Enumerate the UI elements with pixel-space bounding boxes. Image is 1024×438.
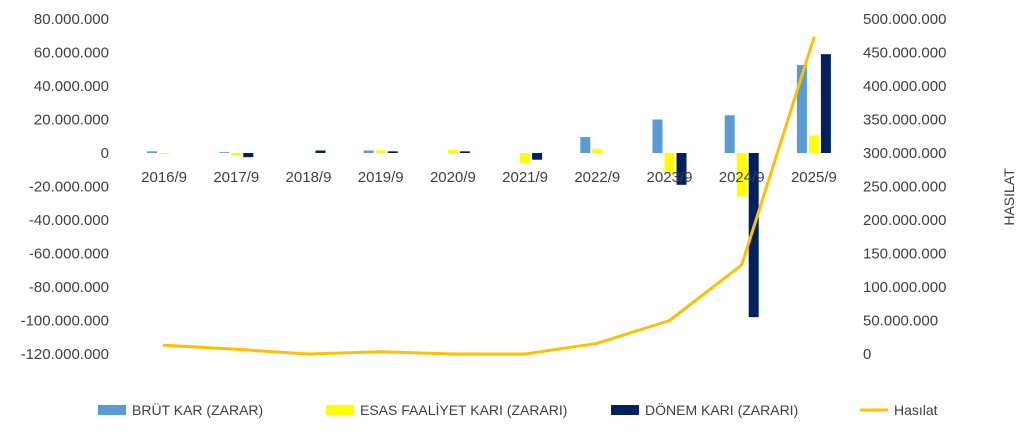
bar: [820, 54, 831, 153]
bar: [147, 151, 158, 153]
bar: [724, 115, 735, 153]
right-tick-label: 350.000.000: [863, 112, 946, 129]
right-tick-label: 400.000.000: [863, 78, 946, 95]
category-label: 2022/9: [574, 169, 620, 186]
legend-swatch: [611, 405, 639, 415]
category-label: 2016/9: [141, 169, 187, 186]
left-tick-label: 0: [101, 145, 109, 162]
bar: [363, 150, 374, 153]
legend-label: DÖNEM KARI (ZARARI): [645, 401, 798, 418]
category-label: 2017/9: [213, 169, 259, 186]
bar: [315, 150, 326, 153]
bar: [459, 151, 470, 153]
right-tick-label: 50.000.000: [863, 313, 938, 330]
bar: [243, 153, 254, 158]
line-layer: [162, 36, 816, 356]
bar: [447, 149, 458, 153]
bar: [231, 153, 242, 156]
left-tick-label: 80.000.000: [34, 11, 109, 28]
bar: [159, 153, 170, 155]
legend-label: ESAS FAALİYET KARI (ZARARI): [360, 401, 567, 418]
left-tick-label: -20.000.000: [29, 179, 109, 196]
right-tick-label: 250.000.000: [863, 179, 946, 196]
bar: [580, 137, 591, 153]
category-label: 2021/9: [502, 169, 548, 186]
right-tick-label: 100.000.000: [863, 279, 946, 296]
left-tick-label: 40.000.000: [34, 78, 109, 95]
category-label: 2020/9: [430, 169, 476, 186]
bar: [664, 153, 675, 174]
bar: [520, 153, 531, 164]
bar: [796, 65, 807, 153]
bar: [375, 150, 386, 153]
right-tick-label: 200.000.000: [863, 212, 946, 229]
hasilat-line: [162, 36, 816, 356]
bar: [219, 152, 230, 153]
right-axis-ticks: 0 50.000.000 100.000.000 150.000.000 200.000…: [863, 11, 946, 363]
left-tick-label: -80.000.000: [29, 279, 109, 296]
left-tick-label: 60.000.000: [34, 45, 109, 62]
bars-layer: [147, 54, 831, 318]
right-tick-label: 0: [863, 346, 871, 363]
left-axis-ticks: -120.000.000 -100.000.000 -80.000.000 -60.0…: [21, 11, 109, 363]
right-tick-label: 500.000.000: [863, 11, 946, 28]
legend-swatch: [326, 405, 354, 415]
left-tick-label: -60.000.000: [29, 246, 109, 263]
left-tick-label: -100.000.000: [21, 313, 109, 330]
category-label: 2023/9: [647, 169, 693, 186]
bar: [808, 135, 819, 153]
bar: [387, 151, 398, 153]
bar: [592, 148, 603, 153]
legend-swatch: [98, 405, 126, 415]
category-label: 2024/9: [719, 169, 765, 186]
bar: [676, 153, 687, 185]
category-labels: 2016/9 2017/9 2018/9 2019/9 2020/9 2021/9 2022…: [141, 169, 837, 186]
right-axis-title: HASILAT: [1001, 168, 1017, 226]
legend-label: BRÜT KAR (ZARAR): [132, 401, 263, 418]
bar: [748, 153, 759, 318]
bar: [532, 153, 543, 160]
category-label: 2025/9: [791, 169, 837, 186]
category-label: 2018/9: [286, 169, 332, 186]
left-tick-label: -120.000.000: [21, 346, 109, 363]
bar: [736, 153, 747, 197]
right-tick-label: 450.000.000: [863, 45, 946, 62]
right-tick-label: 150.000.000: [863, 246, 946, 263]
right-tick-label: 300.000.000: [863, 145, 946, 162]
legend: BRÜT KAR (ZARAR) ESAS FAALİYET KARI (ZARA…: [98, 401, 938, 418]
legend-label: Hasılat: [894, 402, 938, 418]
left-tick-label: -40.000.000: [29, 212, 109, 229]
bar: [652, 119, 663, 153]
left-tick-label: 20.000.000: [34, 112, 109, 129]
category-label: 2019/9: [358, 169, 404, 186]
